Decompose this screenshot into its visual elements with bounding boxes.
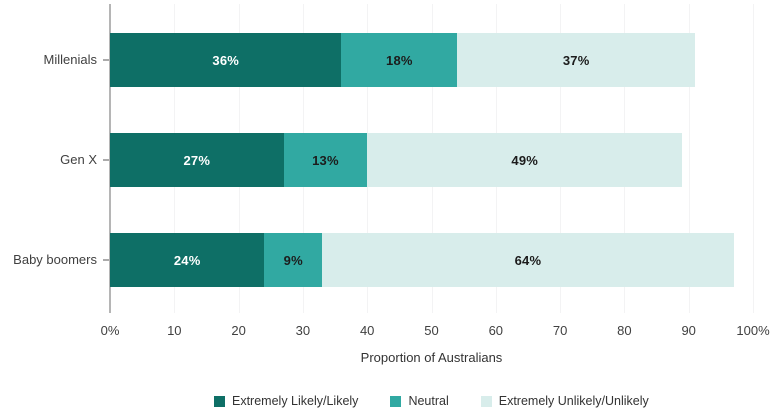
- category-tick: [103, 59, 109, 61]
- legend-swatch: [214, 395, 225, 407]
- plot-area: 36% 18% 37% 27% 13% 49% 24% 9% 64%: [103, 4, 754, 313]
- bar-value-label: 27%: [183, 152, 211, 168]
- legend-swatch: [390, 395, 402, 407]
- bar-segment: 49%: [367, 133, 683, 187]
- legend-label: Extremely Unlikely/Unlikely: [498, 394, 649, 408]
- bar-value-label: 9%: [283, 252, 303, 268]
- legend-label: Neutral: [408, 394, 449, 408]
- bar-value-label: 64%: [514, 252, 542, 268]
- bar-segment: 27%: [110, 133, 284, 187]
- legend-item: Extremely Likely/Likely: [214, 394, 358, 408]
- x-tick-label: 10: [167, 323, 182, 338]
- legend-label: Extremely Likely/Likely: [232, 394, 359, 408]
- category-label: Baby boomers: [13, 252, 97, 267]
- x-tick-label: 40: [359, 323, 375, 338]
- bar-segment: 13%: [283, 133, 368, 187]
- bar-row: 36% 18% 37%: [103, 33, 753, 87]
- category-label: Gen X: [60, 152, 97, 167]
- legend-swatch: [480, 395, 492, 407]
- x-tick-label: 0%: [100, 323, 120, 338]
- gridline: [753, 4, 754, 313]
- legend: Extremely Likely/Likely Neutral Extremely …: [214, 394, 649, 408]
- x-tick-label: 100%: [736, 323, 770, 338]
- x-axis-title: Proportion of Australians: [360, 350, 503, 365]
- bar-segment: 24%: [110, 233, 265, 287]
- bar-row: 24% 9% 64%: [103, 233, 753, 287]
- bar-segment: 37%: [457, 33, 696, 87]
- bar-value-label: 36%: [212, 52, 240, 68]
- gridline: [688, 4, 690, 313]
- legend-item: Extremely Unlikely/Unlikely: [480, 394, 649, 408]
- bar-value-label: 24%: [173, 252, 201, 268]
- bar-value-label: 37%: [562, 52, 590, 68]
- bar-segment: 64%: [322, 233, 734, 287]
- bar-value-label: 13%: [312, 152, 339, 168]
- bar-value-label: 49%: [511, 152, 539, 168]
- category-label: Millenials: [43, 52, 97, 67]
- x-tick-label: 80: [617, 323, 632, 338]
- bar-row: 27% 13% 49%: [103, 133, 753, 187]
- bar-segment: 36%: [110, 33, 342, 87]
- x-tick-label: 70: [552, 323, 568, 338]
- x-tick-label: 30: [295, 323, 311, 338]
- bar-segment: 9%: [264, 233, 323, 287]
- x-tick-label: 90: [681, 323, 696, 338]
- legend-item: Neutral: [390, 394, 449, 408]
- x-tick-label: 60: [488, 323, 504, 338]
- x-tick-label: 20: [231, 323, 246, 338]
- x-tick-label: 50: [424, 323, 439, 338]
- bar-value-label: 18%: [386, 52, 413, 68]
- category-tick: [103, 159, 109, 161]
- bar-segment: 18%: [341, 33, 458, 87]
- category-tick: [103, 259, 109, 261]
